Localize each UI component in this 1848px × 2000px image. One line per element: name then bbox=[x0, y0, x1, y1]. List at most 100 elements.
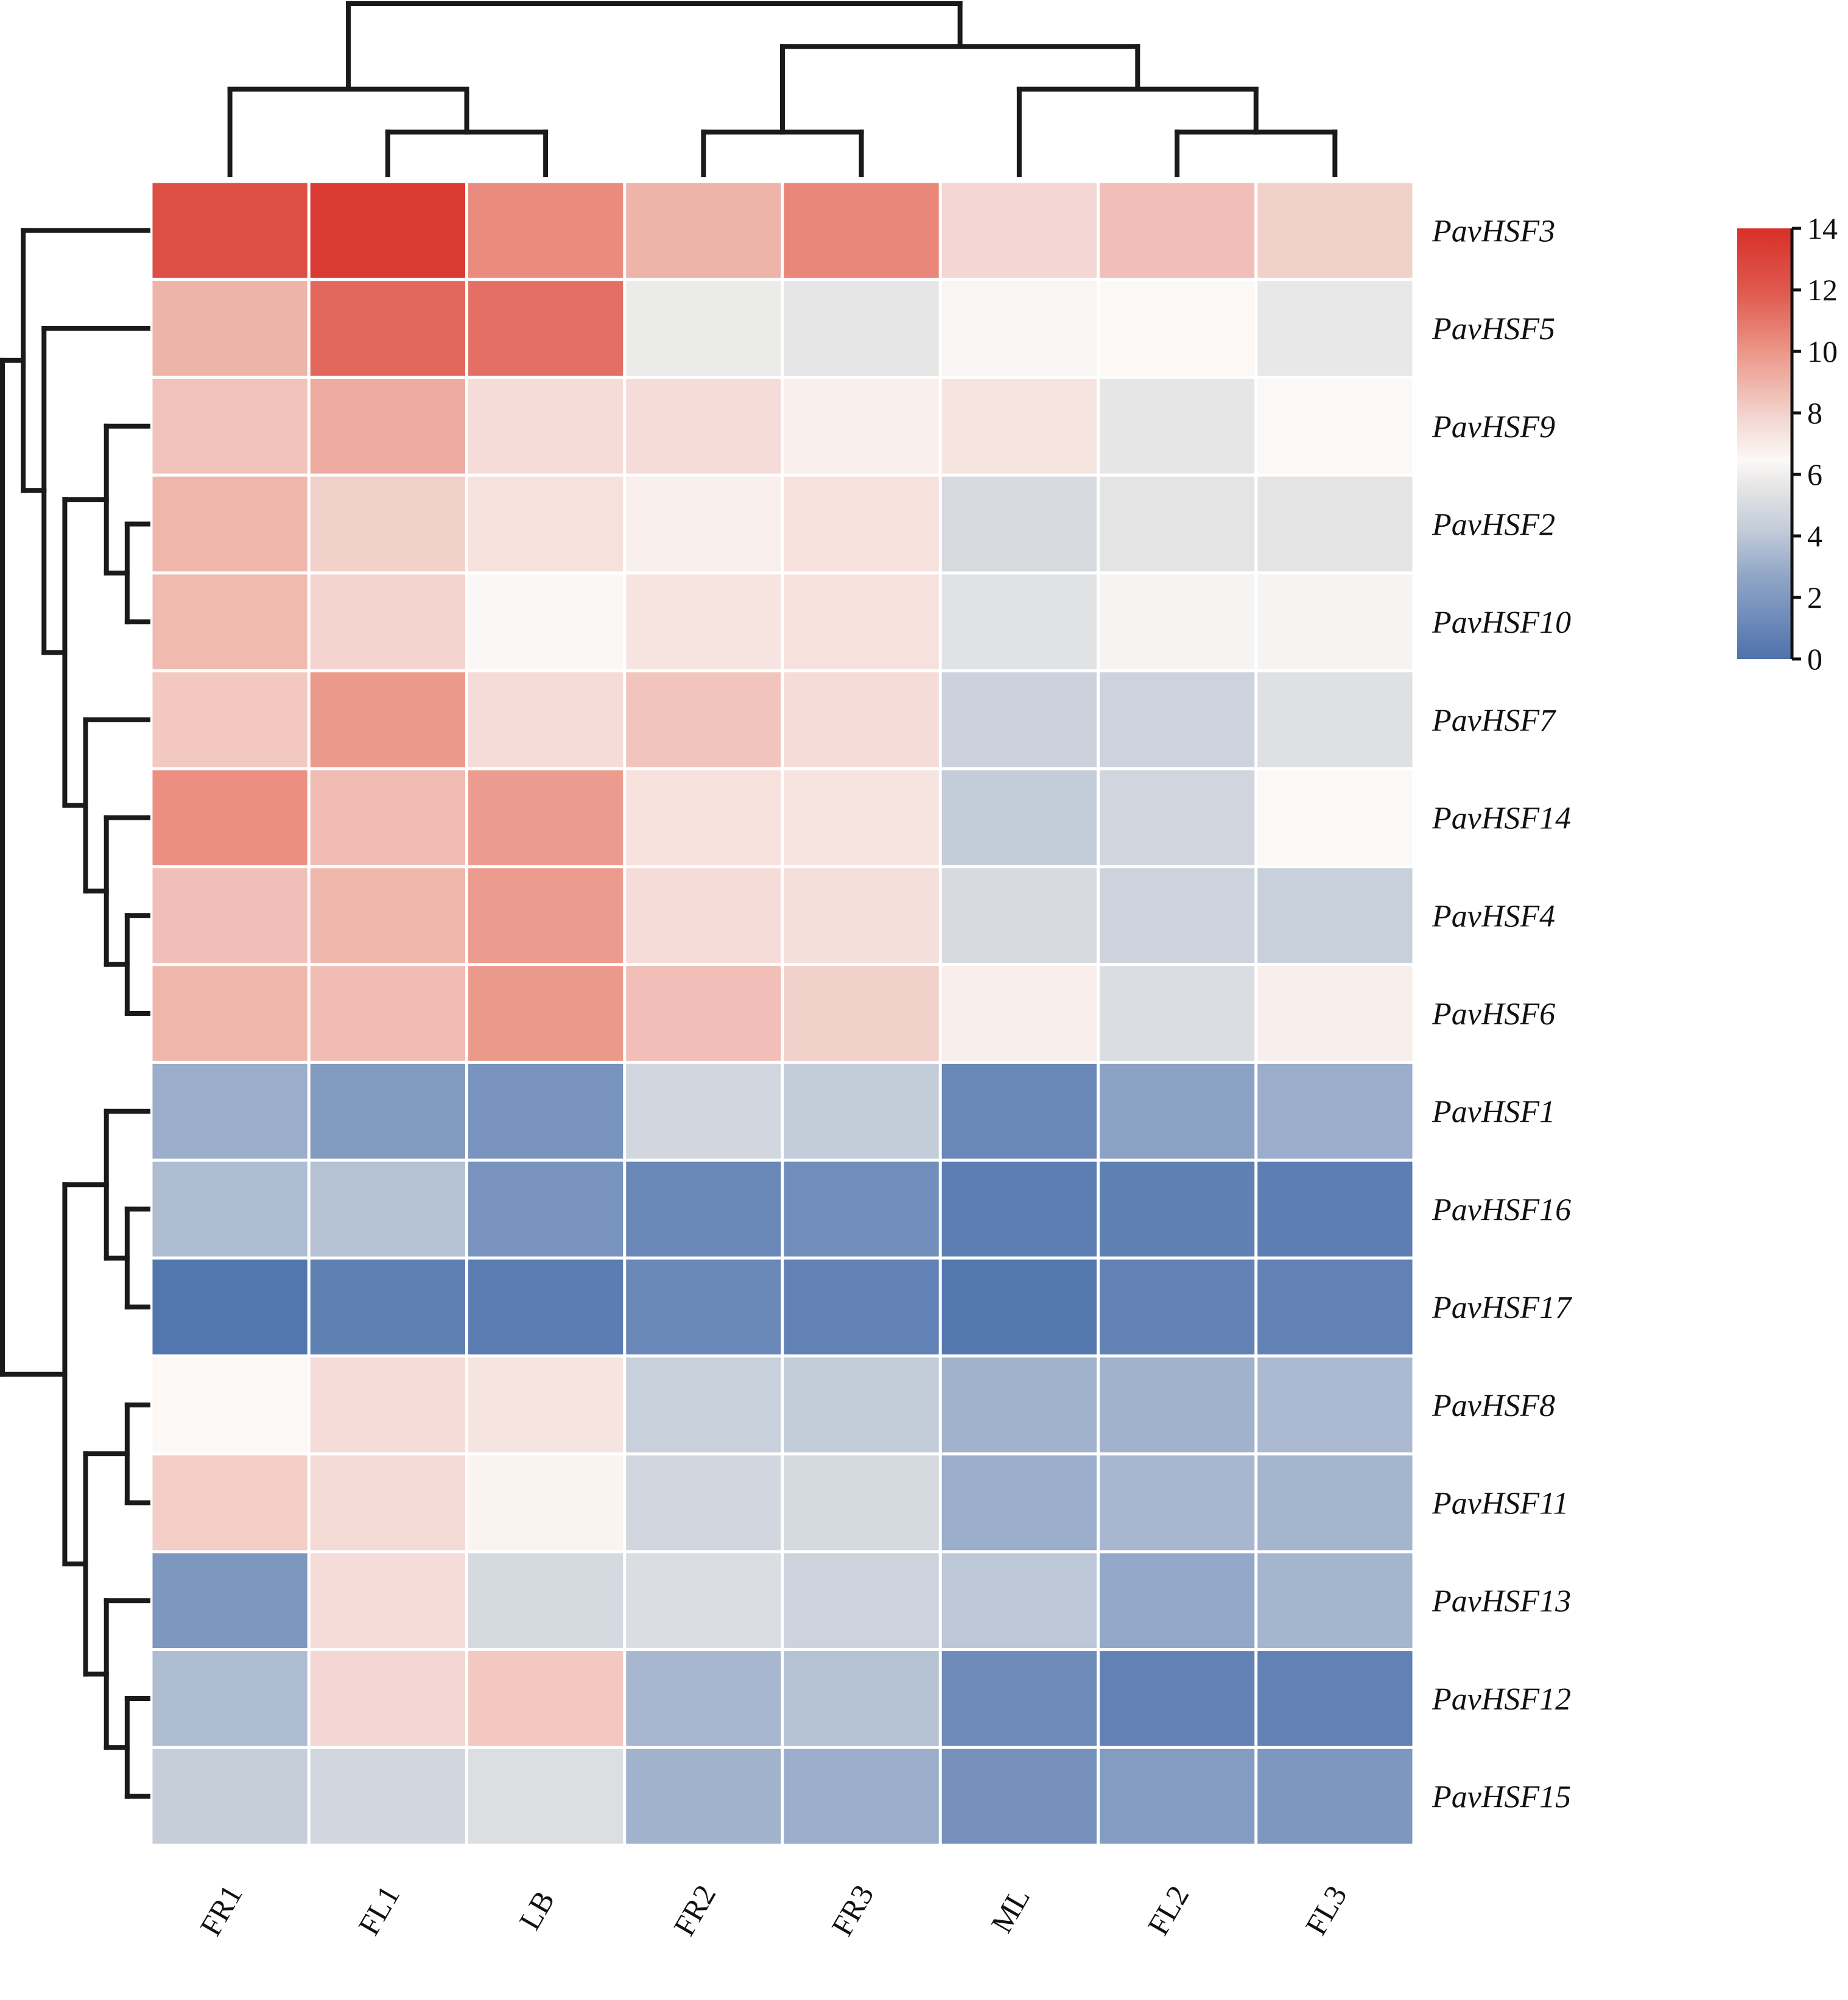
heatmap-cell-PavHSF8-ML bbox=[941, 1357, 1097, 1452]
column-label: ML bbox=[984, 1882, 1036, 1938]
heatmap-cell-PavHSF9-ML bbox=[941, 378, 1097, 474]
column-labels: FR1 FL1 LB FR2 FR3 ML FL2 FL3 bbox=[193, 1879, 1354, 1942]
heatmap-cell-PavHSF4-FR2 bbox=[626, 868, 781, 963]
heatmap-cell-PavHSF3-FL2 bbox=[1100, 183, 1255, 278]
colorbar-gradient bbox=[1737, 228, 1792, 659]
row-label: PavHSF6 bbox=[1432, 997, 1555, 1032]
heatmap-cell-PavHSF5-FR1 bbox=[152, 281, 307, 376]
heatmap-cell-PavHSF16-FR2 bbox=[626, 1161, 781, 1257]
heatmap-cell-PavHSF5-FL2 bbox=[1100, 281, 1255, 376]
heatmap-cell-PavHSF14-FL2 bbox=[1100, 770, 1255, 865]
heatmap-cell-PavHSF8-FL1 bbox=[310, 1357, 465, 1452]
heatmap-cell-PavHSF13-ML bbox=[941, 1553, 1097, 1649]
heatmap-cell-PavHSF15-FL1 bbox=[310, 1748, 465, 1844]
heatmap-cell-PavHSF17-FR3 bbox=[784, 1259, 939, 1354]
heatmap-cell-PavHSF9-FL2 bbox=[1100, 378, 1255, 474]
heatmap-cell-PavHSF13-FR1 bbox=[152, 1553, 307, 1649]
heatmap-cell-PavHSF11-FR1 bbox=[152, 1455, 307, 1551]
heatmap-cell-PavHSF3-FL1 bbox=[310, 183, 465, 278]
heatmap-cell-PavHSF2-FL2 bbox=[1100, 476, 1255, 572]
heatmap-cell-PavHSF7-FL2 bbox=[1100, 672, 1255, 767]
heatmap-cell-PavHSF11-ML bbox=[941, 1455, 1097, 1551]
heatmap-cell-PavHSF3-FR1 bbox=[152, 183, 307, 278]
heatmap-cell-PavHSF7-LB bbox=[468, 672, 624, 767]
heatmap-cell-PavHSF2-FL3 bbox=[1257, 476, 1413, 572]
heatmap-cell-PavHSF2-LB bbox=[468, 476, 624, 572]
heatmap-cell-PavHSF16-FL3 bbox=[1257, 1161, 1413, 1257]
heatmap-cell-PavHSF16-FR1 bbox=[152, 1161, 307, 1257]
heatmap-cell-PavHSF16-FL2 bbox=[1100, 1161, 1255, 1257]
heatmap-cell-PavHSF5-FR2 bbox=[626, 281, 781, 376]
heatmap-cells bbox=[152, 183, 1413, 1844]
row-label: PavHSF16 bbox=[1432, 1192, 1571, 1227]
heatmap-cell-PavHSF1-FR1 bbox=[152, 1063, 307, 1159]
heatmap-cell-PavHSF15-FR3 bbox=[784, 1748, 939, 1844]
column-label: FL2 bbox=[1140, 1879, 1195, 1940]
column-label: FL1 bbox=[351, 1879, 406, 1940]
heatmap-cell-PavHSF10-FL3 bbox=[1257, 574, 1413, 670]
heatmap-cell-PavHSF8-FR1 bbox=[152, 1357, 307, 1452]
heatmap-cell-PavHSF12-FL2 bbox=[1100, 1651, 1255, 1746]
heatmap-cell-PavHSF14-LB bbox=[468, 770, 624, 865]
heatmap-cell-PavHSF3-ML bbox=[941, 183, 1097, 278]
row-labels: PavHSF3 PavHSF5 PavHSF9 PavHSF2 PavHSF10 PavH… bbox=[1432, 214, 1572, 1814]
colorbar-tick-label: 6 bbox=[1807, 457, 1822, 491]
heatmap-cell-PavHSF17-FL1 bbox=[310, 1259, 465, 1354]
heatmap-cell-PavHSF11-FL3 bbox=[1257, 1455, 1413, 1551]
heatmap-cell-PavHSF7-ML bbox=[941, 672, 1097, 767]
heatmap-cell-PavHSF9-FL1 bbox=[310, 378, 465, 474]
heatmap-cell-PavHSF3-LB bbox=[468, 183, 624, 278]
heatmap-cell-PavHSF1-FR3 bbox=[784, 1063, 939, 1159]
row-label: PavHSF13 bbox=[1432, 1584, 1571, 1619]
heatmap-cell-PavHSF12-FL1 bbox=[310, 1651, 465, 1746]
heatmap-cell-PavHSF13-FL3 bbox=[1257, 1553, 1413, 1649]
row-label: PavHSF15 bbox=[1432, 1780, 1571, 1815]
colorbar-tick-label: 0 bbox=[1807, 642, 1822, 676]
heatmap-cell-PavHSF17-ML bbox=[941, 1259, 1097, 1354]
heatmap-cell-PavHSF6-FR1 bbox=[152, 966, 307, 1061]
heatmap-cell-PavHSF10-FR1 bbox=[152, 574, 307, 670]
heatmap-cell-PavHSF13-FL2 bbox=[1100, 1553, 1255, 1649]
row-label: PavHSF11 bbox=[1432, 1487, 1569, 1521]
heatmap-cell-PavHSF11-FL2 bbox=[1100, 1455, 1255, 1551]
heatmap-cell-PavHSF12-FL3 bbox=[1257, 1651, 1413, 1746]
heatmap-cell-PavHSF13-FR3 bbox=[784, 1553, 939, 1649]
heatmap-cell-PavHSF4-FR3 bbox=[784, 868, 939, 963]
column-label: FR1 bbox=[193, 1879, 249, 1942]
heatmap-cell-PavHSF9-FL3 bbox=[1257, 378, 1413, 474]
heatmap-cell-PavHSF8-FL3 bbox=[1257, 1357, 1413, 1452]
heatmap-cell-PavHSF15-FL2 bbox=[1100, 1748, 1255, 1844]
heatmap-cell-PavHSF11-FL1 bbox=[310, 1455, 465, 1551]
heatmap-cell-PavHSF12-LB bbox=[468, 1651, 624, 1746]
heatmap-cell-PavHSF5-FR3 bbox=[784, 281, 939, 376]
heatmap-cell-PavHSF4-FR1 bbox=[152, 868, 307, 963]
heatmap-cell-PavHSF9-FR2 bbox=[626, 378, 781, 474]
heatmap-cell-PavHSF10-FR2 bbox=[626, 574, 781, 670]
heatmap-cell-PavHSF7-FR2 bbox=[626, 672, 781, 767]
colorbar-tick-label: 12 bbox=[1807, 273, 1838, 307]
colorbar-legend: 0 2 4 6 8 10 12 14 bbox=[1737, 211, 1838, 676]
heatmap-cell-PavHSF1-FL3 bbox=[1257, 1063, 1413, 1159]
heatmap-cell-PavHSF6-FL1 bbox=[310, 966, 465, 1061]
heatmap-cell-PavHSF11-FR2 bbox=[626, 1455, 781, 1551]
heatmap-cell-PavHSF16-ML bbox=[941, 1161, 1097, 1257]
heatmap-cell-PavHSF4-FL2 bbox=[1100, 868, 1255, 963]
heatmap-cell-PavHSF16-LB bbox=[468, 1161, 624, 1257]
heatmap-cell-PavHSF7-FR3 bbox=[784, 672, 939, 767]
heatmap-cell-PavHSF12-ML bbox=[941, 1651, 1097, 1746]
row-label: PavHSF12 bbox=[1432, 1682, 1571, 1717]
column-label: FR3 bbox=[824, 1879, 880, 1942]
heatmap-cell-PavHSF8-LB bbox=[468, 1357, 624, 1452]
row-dendrogram bbox=[0, 228, 150, 1799]
column-label: FR2 bbox=[667, 1879, 723, 1942]
heatmap-cell-PavHSF9-LB bbox=[468, 378, 624, 474]
heatmap-cell-PavHSF5-FL3 bbox=[1257, 281, 1413, 376]
colorbar-tick-label: 14 bbox=[1807, 211, 1838, 245]
heatmap-cell-PavHSF3-FR3 bbox=[784, 183, 939, 278]
heatmap-cell-PavHSF7-FL1 bbox=[310, 672, 465, 767]
row-label: PavHSF17 bbox=[1432, 1290, 1572, 1325]
heatmap-cell-PavHSF8-FR2 bbox=[626, 1357, 781, 1452]
heatmap-cell-PavHSF1-FL1 bbox=[310, 1063, 465, 1159]
heatmap-cell-PavHSF6-FL2 bbox=[1100, 966, 1255, 1061]
heatmap-cell-PavHSF4-ML bbox=[941, 868, 1097, 963]
